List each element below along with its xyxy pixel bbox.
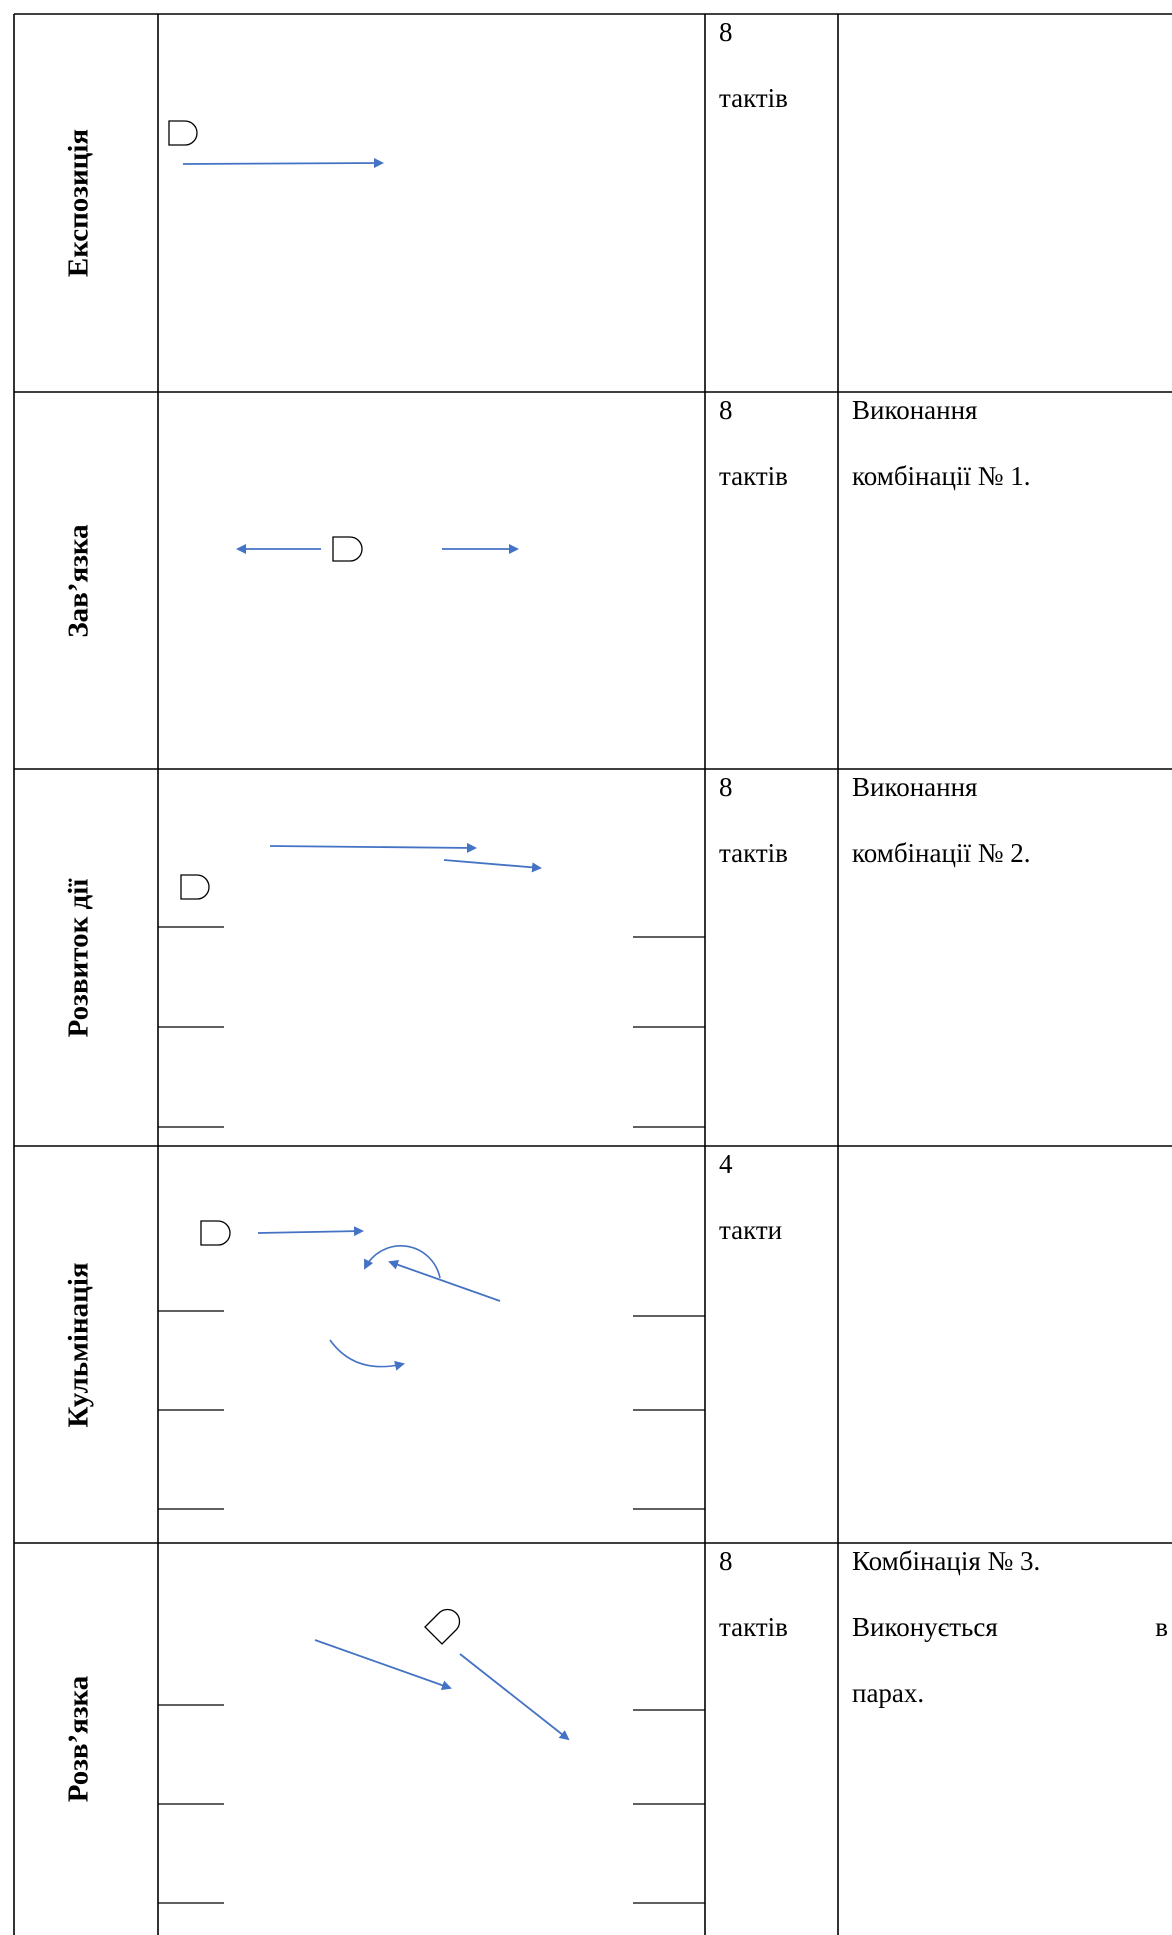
description-cell: Виконання комбінації № 2. [838, 769, 1172, 1146]
bars-count: 8 [719, 17, 733, 47]
movement-arrow-icon [443, 859, 542, 873]
description-line: Виконання [852, 772, 978, 802]
stage-marks [158, 926, 705, 1128]
bars-count: 8 [719, 772, 733, 802]
movement-arrow-icon [329, 1339, 405, 1371]
description-cell: Виконання комбінації № 1. [838, 392, 1172, 769]
table-row: Кульмінація 4 такти [0, 1146, 1172, 1543]
bars-word: тактів [719, 83, 788, 113]
stage-marks [158, 1704, 705, 1904]
table-row: Експозиція 8 тактів [0, 14, 1172, 392]
table-row: Розв’язка 8 тактів Комбінація № 3. Викон… [0, 1543, 1172, 1935]
description-cell: Комбінація № 3. Виконується в парах. [838, 1543, 1172, 1935]
bars-word: тактів [719, 461, 788, 491]
movement-arrow-icon [388, 1259, 501, 1302]
bars-count: 8 [719, 1546, 733, 1576]
description-justified-line: Виконується в [852, 1611, 1168, 1643]
movement-arrow-icon [269, 842, 477, 853]
table-row: Розвиток дії 8 тактів Виконання комбінац… [0, 769, 1172, 1146]
description-line: комбінації № 2. [852, 838, 1031, 868]
description-line: Комбінація № 3. [852, 1546, 1041, 1576]
bars-cell: 8 тактів [705, 769, 838, 1146]
table-row: Зав’язка 8 тактів Виконання комбінації №… [0, 392, 1172, 769]
movement-arrow-icon [257, 1226, 364, 1237]
bars-cell: 8 тактів [705, 1543, 838, 1935]
dancer-marker-icon [332, 536, 363, 562]
bars-cell: 8 тактів [705, 392, 838, 769]
dancer-marker-icon [424, 1608, 461, 1645]
bars-cell: 8 тактів [705, 14, 838, 392]
description-line: парах. [852, 1678, 925, 1708]
bars-word: такти [719, 1215, 783, 1245]
movement-arrow-icon [182, 158, 384, 169]
movement-arrow-icon [314, 1639, 452, 1691]
bars-cell: 4 такти [705, 1146, 838, 1543]
description-line: комбінації № 1. [852, 461, 1031, 491]
bars-word: тактів [719, 838, 788, 868]
movement-arrow-icon [459, 1653, 570, 1741]
description-word: в [1155, 1612, 1168, 1642]
dancer-marker-icon [180, 874, 210, 900]
bars-word: тактів [719, 1612, 788, 1642]
bars-count: 4 [719, 1149, 733, 1179]
description-word: Виконується [852, 1612, 998, 1642]
description-line: Виконання [852, 395, 978, 425]
stage-marks [158, 1310, 705, 1510]
movement-arrow-icon [364, 1245, 441, 1279]
bars-count: 8 [719, 395, 733, 425]
dancer-marker-icon [168, 120, 198, 146]
dancer-marker-icon [200, 1220, 231, 1246]
